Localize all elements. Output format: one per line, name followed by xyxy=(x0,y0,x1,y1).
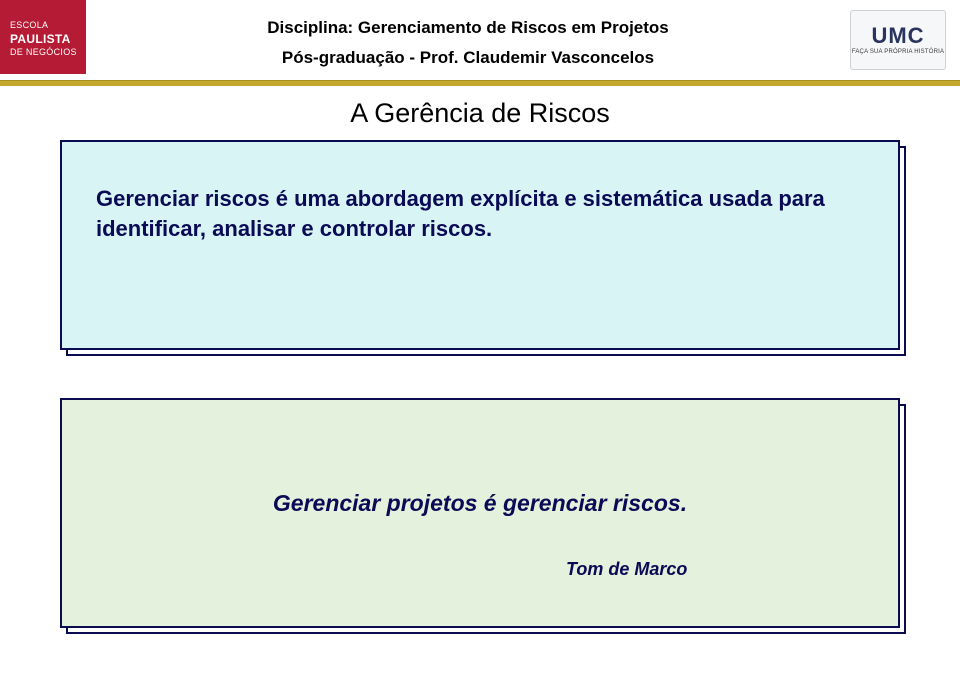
definition-box-face: Gerenciar riscos é uma abordagem explíci… xyxy=(60,140,900,350)
quote-text: Gerenciar projetos é gerenciar riscos. xyxy=(96,490,864,517)
definition-box: Gerenciar riscos é uma abordagem explíci… xyxy=(60,140,900,350)
logo-right-label: UMC xyxy=(871,25,924,47)
header-discipline: Disciplina: Gerenciamento de Riscos em P… xyxy=(94,18,842,38)
header-center: Disciplina: Gerenciamento de Riscos em P… xyxy=(86,6,850,68)
logo-left-line1: ESCOLA xyxy=(10,20,48,30)
logo-left-line2: PAULISTA xyxy=(10,32,71,46)
header-subtitle: Pós-graduação - Prof. Claudemir Vasconce… xyxy=(94,48,842,68)
header-underline xyxy=(0,80,960,86)
logo-left-line3: DE NEGÓCIOS xyxy=(10,47,77,57)
slide: ESCOLA PAULISTA DE NEGÓCIOS Disciplina: … xyxy=(0,0,960,679)
definition-text: Gerenciar riscos é uma abordagem explíci… xyxy=(96,184,864,243)
logo-right-tagline: FAÇA SUA PRÓPRIA HISTÓRIA xyxy=(852,49,944,55)
header: ESCOLA PAULISTA DE NEGÓCIOS Disciplina: … xyxy=(0,0,960,74)
quote-box: Gerenciar projetos é gerenciar riscos. T… xyxy=(60,398,900,628)
logo-right-umc: UMC FAÇA SUA PRÓPRIA HISTÓRIA xyxy=(850,10,946,70)
quote-attribution: Tom de Marco xyxy=(566,559,864,580)
quote-box-face: Gerenciar projetos é gerenciar riscos. T… xyxy=(60,398,900,628)
logo-left-escola-paulista: ESCOLA PAULISTA DE NEGÓCIOS xyxy=(0,0,86,74)
slide-title: A Gerência de Riscos xyxy=(0,98,960,129)
